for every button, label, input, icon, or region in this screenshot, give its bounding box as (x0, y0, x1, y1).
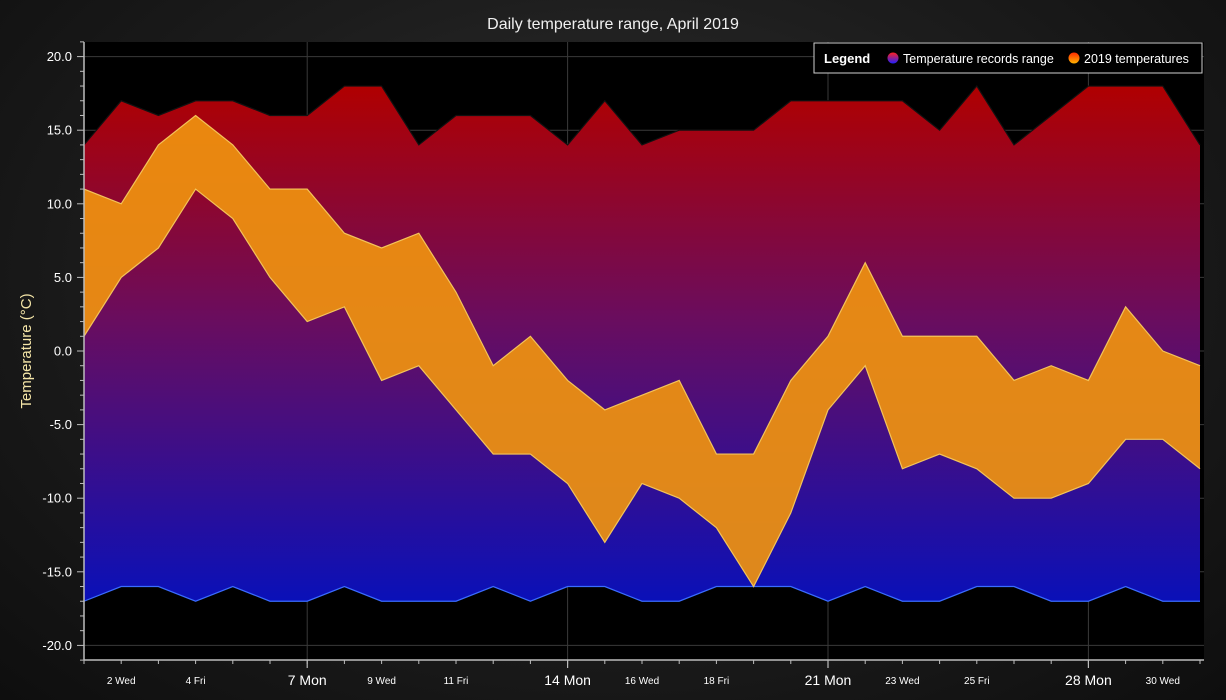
x-minor-tick-label: 11 Fri (444, 676, 469, 687)
x-major-tick-label: 14 Mon (544, 672, 591, 688)
x-major-tick-label: 21 Mon (805, 672, 852, 688)
series-records-low-line (84, 585, 1200, 602)
legend-swatch-2019-icon (1068, 52, 1080, 64)
y-tick-label: -5.0 (50, 417, 72, 432)
series-2019-low-line (84, 188, 1201, 588)
legend-label-records: Temperature records range (903, 52, 1054, 66)
x-axis-ticks: 7 Mon 14 Mon 21 Mon 28 Mon 2 Wed 4 Fri 9 Wed 11… (83, 660, 1201, 688)
y-tick-label: -20.0 (42, 638, 72, 653)
series-layer (84, 85, 1201, 602)
x-major-tick-label: 28 Mon (1065, 672, 1112, 688)
x-minor-tick-label: 18 Fri (704, 676, 730, 687)
y-tick-label: 10.0 (47, 196, 72, 211)
series-2019-range-area (84, 115, 1200, 587)
x-minor-tick-label: 25 Fri (964, 676, 990, 687)
legend: Legend Temperature records range 2019 te… (813, 42, 1203, 74)
x-minor-tick-label: 9 Wed (367, 676, 396, 687)
chart-title: Daily temperature range, April 2019 (487, 16, 739, 33)
series-records-high-line (84, 85, 1201, 146)
legend-box (813, 42, 1203, 74)
y-tick-label: 0.0 (54, 344, 72, 359)
legend-swatch-records-icon (887, 52, 899, 64)
legend-item-2019[interactable]: 2019 temperatures (1068, 52, 1189, 66)
y-axis-ticks: 20.0 15.0 10.0 5.0 0.0 -5.0 -10.0 -15.0 -20.0 (42, 41, 84, 661)
x-minor-tick-label: 4 Fri (186, 676, 206, 687)
series-records-range-area (84, 86, 1200, 602)
y-tick-label: -15.0 (42, 564, 72, 579)
x-minor-tick-label: 23 Wed (885, 676, 919, 687)
y-tick-label: -10.0 (42, 491, 72, 506)
legend-item-records[interactable]: Temperature records range (887, 52, 1054, 66)
y-tick-label: 15.0 (47, 123, 72, 138)
x-major-tick-label: 7 Mon (288, 672, 327, 688)
y-tick-label: 5.0 (54, 270, 72, 285)
x-minor-tick-label: 2 Wed (107, 676, 136, 687)
series-2019-high-line (84, 114, 1201, 455)
x-minor-tick-label: 30 Wed (1146, 676, 1180, 687)
y-axis-label: Temperature (°C) (18, 293, 35, 408)
x-minor-tick-label: 16 Wed (625, 676, 659, 687)
legend-title: Legend (824, 51, 870, 66)
y-tick-label: 20.0 (47, 49, 72, 64)
legend-label-2019: 2019 temperatures (1084, 52, 1189, 66)
